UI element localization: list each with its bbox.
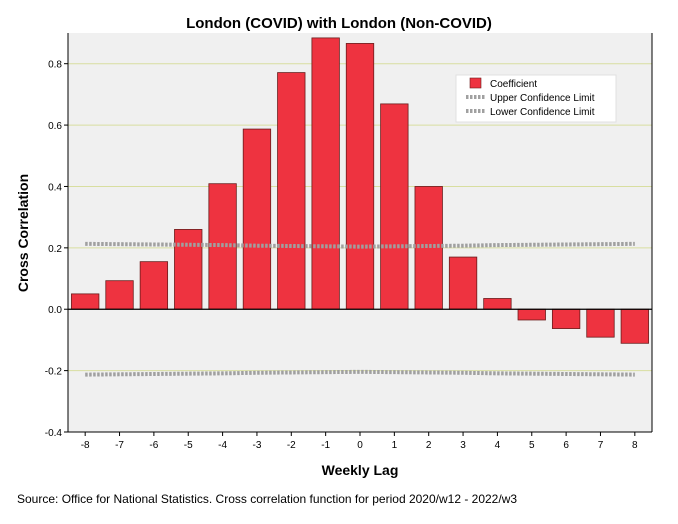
bar-lag--6 bbox=[139, 261, 169, 310]
legend-label: Upper Confidence Limit bbox=[490, 93, 595, 104]
x-tick-label: 6 bbox=[563, 440, 569, 451]
legend-label: Lower Confidence Limit bbox=[490, 107, 595, 118]
y-tick-label: 0.8 bbox=[48, 60, 62, 71]
bar-lag-6 bbox=[551, 308, 581, 329]
x-tick-label: -3 bbox=[252, 440, 261, 451]
y-tick-label: 0.0 bbox=[48, 305, 62, 316]
plot-area: -0.4 -0.2 0.0 0.2 0.4 0.6 0.8 -8 -7 -6 -5 -4 -3 -2 -1 0… bbox=[45, 33, 653, 451]
source-note: Source: Office for National Statistics. … bbox=[17, 492, 518, 506]
bar-lag--5 bbox=[174, 229, 203, 310]
bar-lag-7 bbox=[586, 308, 615, 338]
y-tick-label: 0.4 bbox=[48, 182, 62, 193]
x-tick-label: 4 bbox=[495, 440, 501, 451]
y-tick-label: -0.2 bbox=[45, 367, 63, 378]
x-axis-title: Weekly Lag bbox=[322, 462, 399, 478]
bar-lag-5 bbox=[517, 308, 546, 321]
x-tick-label: -5 bbox=[184, 440, 193, 451]
x-tick-label: 7 bbox=[598, 440, 604, 451]
x-tick-label: 1 bbox=[392, 440, 398, 451]
bar-lag-1 bbox=[380, 103, 409, 310]
bar-lag-3 bbox=[448, 256, 478, 310]
x-tick-label: 0 bbox=[357, 440, 363, 451]
bar-lag-8 bbox=[620, 308, 649, 344]
x-tick-label: -8 bbox=[81, 440, 90, 451]
y-axis-title: Cross Correlation bbox=[15, 174, 31, 292]
bar-lag-4 bbox=[483, 298, 512, 310]
y-tick-label: -0.4 bbox=[45, 428, 63, 439]
upper-confidence-limit-line bbox=[85, 241, 635, 249]
x-tick-label: -2 bbox=[287, 440, 296, 451]
bar-lag--2 bbox=[277, 72, 306, 310]
bar-lag--8 bbox=[71, 293, 100, 310]
x-tick-label: 8 bbox=[632, 440, 638, 451]
x-tick-label: 2 bbox=[426, 440, 432, 451]
lower-confidence-limit-line bbox=[85, 369, 635, 377]
legend-label: Coefficient bbox=[490, 79, 537, 90]
x-tick-label: -1 bbox=[321, 440, 330, 451]
chart-title: London (COVID) with London (Non-COVID) bbox=[186, 15, 492, 32]
x-tick-label: -6 bbox=[149, 440, 158, 451]
y-tick-label: 0.6 bbox=[48, 121, 62, 132]
legend-swatch-coefficient bbox=[469, 77, 482, 89]
x-tick-label: 3 bbox=[460, 440, 466, 451]
x-tick-label: -7 bbox=[115, 440, 124, 451]
x-tick-label: -4 bbox=[218, 440, 227, 451]
bar-lag--1 bbox=[311, 37, 340, 310]
bar-lag--7 bbox=[105, 280, 134, 310]
legend: Coefficient Upper Confidence Limit Lower C… bbox=[455, 74, 617, 123]
y-tick-label: 0.2 bbox=[48, 244, 62, 255]
bar-lag-0 bbox=[345, 43, 375, 310]
x-tick-label: 5 bbox=[529, 440, 535, 451]
bar-lag--3 bbox=[242, 128, 272, 310]
